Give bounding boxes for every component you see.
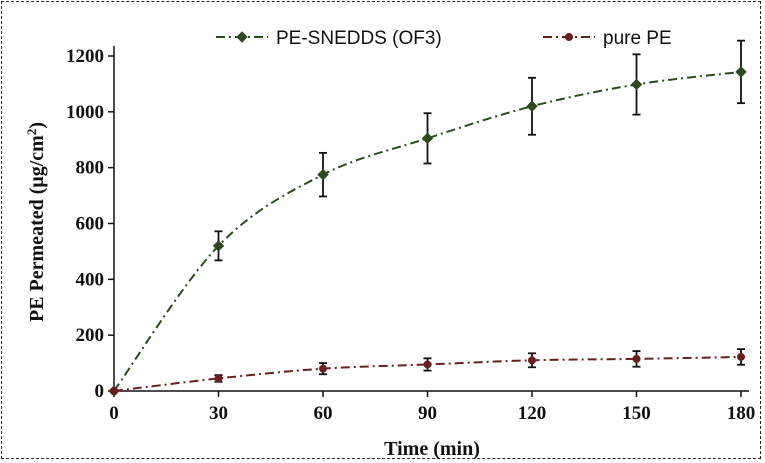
y-tick-label: 200: [76, 325, 105, 346]
legend-item-pe-snedds: PE-SNEDDS (OF3): [216, 28, 442, 49]
y-tick-label: 1200: [66, 46, 104, 67]
y-axis-title-superscript: 2: [24, 129, 39, 136]
data-point: [526, 100, 538, 112]
data-point: [110, 387, 118, 395]
data-point: [735, 66, 747, 78]
data-point: [423, 360, 432, 369]
x-tick-label: 60: [314, 403, 333, 424]
data-point: [317, 168, 329, 181]
x-tick-label: 180: [727, 403, 756, 424]
data-point: [737, 352, 745, 361]
y-tick-label: 400: [76, 269, 105, 290]
axes: [108, 46, 749, 397]
y-axis-title-main: PE Permeated (μg/cm: [26, 135, 48, 322]
y-tick-label: 600: [76, 214, 105, 235]
legend-label: PE-SNEDDS (OF3): [276, 28, 442, 49]
data-point: [630, 78, 643, 91]
y-tick-label: 800: [76, 158, 105, 179]
data-point: [632, 354, 641, 363]
series-pure-pe: [110, 348, 745, 395]
legend-swatch-marker: [236, 31, 248, 43]
x-tick-label: 120: [518, 403, 547, 424]
legend: PE-SNEDDS (OF3) pure PE: [216, 28, 672, 49]
y-axis-title-close: ): [26, 122, 48, 129]
x-tick-label: 150: [622, 403, 651, 424]
x-tick-label: 90: [418, 403, 437, 424]
x-axis-title: Time (min): [384, 438, 480, 460]
legend-label: pure PE: [603, 28, 672, 49]
legend-swatch-marker: [565, 33, 573, 41]
data-point: [319, 364, 327, 373]
series-pe-snedds: [108, 39, 747, 397]
tick-labels: 0 200 400 600 800 1000 1200 0 30 60 90 120 150 180: [66, 46, 755, 424]
series-group: [108, 39, 747, 397]
x-tick-label: 0: [109, 403, 119, 424]
legend-item-pure-pe: pure PE: [543, 28, 672, 49]
data-point: [421, 132, 434, 145]
y-tick-label: 1000: [66, 102, 104, 123]
x-tick-label: 30: [209, 403, 228, 424]
data-point: [214, 374, 223, 383]
data-point: [528, 356, 536, 365]
data-point: [212, 240, 225, 252]
y-tick-label: 0: [95, 381, 105, 402]
y-axis-title: PE Permeated (μg/cm2): [24, 122, 49, 322]
